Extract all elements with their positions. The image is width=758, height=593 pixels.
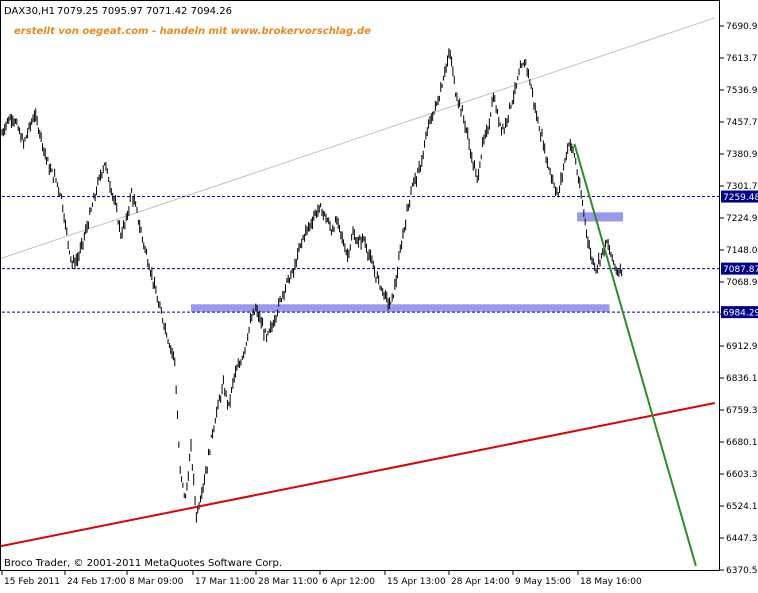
- y-tick-label: 7068.90: [726, 278, 758, 288]
- y-tick-label: 6524.10: [726, 502, 758, 512]
- y-tick-label: 7148.00: [726, 246, 758, 256]
- x-tick-label: 6 Apr 12:00: [322, 577, 375, 587]
- y-tick-label: 7224.90: [726, 214, 758, 224]
- x-tick-label: 17 Mar 11:00: [195, 577, 255, 587]
- plot-area-border: [0, 0, 720, 571]
- x-axis: 15 Feb 2011 24 Feb 17:00 8 Mar 09:00 17 Mar…: [1, 571, 642, 587]
- x-tick-label: 8 Mar 09:00: [129, 577, 184, 587]
- y-tick-label: 6680.10: [726, 438, 758, 448]
- y-tick-label: 6912.90: [726, 342, 758, 352]
- red-support-trendline: [1, 402, 715, 548]
- x-tick-label: 18 May 16:00: [580, 577, 642, 587]
- y-tick-label: 6370.50: [726, 566, 758, 576]
- y-tick-label: 6447.30: [726, 534, 758, 544]
- channel-line-layer: [1, 17, 715, 259]
- chart-symbol: DAX30,H1: [4, 6, 55, 17]
- price-label-box: [721, 190, 758, 203]
- y-tick-label: 7380.90: [726, 150, 758, 160]
- x-tick-label: 28 Apr 14:00: [451, 577, 510, 587]
- y-tick-label: 7457.70: [726, 118, 758, 128]
- price-label-text: 7259.48: [723, 193, 758, 203]
- zones-layer: [191, 212, 623, 312]
- y-tick-label: 7690.90: [726, 22, 758, 32]
- x-tick-label: 24 Feb 17:00: [67, 577, 126, 587]
- copyright-text: Broco Trader, © 2001-2011 MetaQuotes Sof…: [4, 558, 282, 569]
- x-tick-label: 9 May 15:00: [515, 577, 571, 587]
- y-axis: 7690.90 7613.70 7536.90 7457.70 7380.90 7301.…: [720, 22, 758, 576]
- y-tick-label: 7613.70: [726, 54, 758, 64]
- watermark-text: erstellt von oegeat.com - handeln mit ww…: [14, 26, 371, 37]
- price-label-text: 7087.87: [723, 265, 758, 275]
- price-label-box: [721, 262, 758, 275]
- x-tick-label: 15 Feb 2011: [4, 577, 60, 587]
- y-tick-label: 6759.30: [726, 406, 758, 416]
- green-downtrend-line: [573, 143, 697, 567]
- trendlines-layer: [1, 143, 715, 567]
- upper-resistance-zone: [577, 212, 623, 222]
- y-tick-label: 6603.30: [726, 470, 758, 480]
- lower-support-zone: [191, 304, 610, 312]
- price-label-text: 6984.29: [723, 309, 758, 319]
- y-tick-label: 7536.90: [726, 86, 758, 96]
- y-tick-label: 6836.10: [726, 374, 758, 384]
- candles-layer: [1, 48, 623, 523]
- y-tick-label: 7301.70: [726, 182, 758, 192]
- price-label-boxes: 7259.48 7087.87 6984.29: [721, 190, 758, 319]
- x-tick-label: 15 Apr 13:00: [387, 577, 446, 587]
- upper-channel-line: [1, 17, 715, 259]
- x-tick-label: 28 Mar 11:00: [258, 577, 318, 587]
- price-label-box: [721, 306, 758, 319]
- chart-ohlc: 7079.25 7095.97 7071.42 7094.26: [57, 6, 232, 17]
